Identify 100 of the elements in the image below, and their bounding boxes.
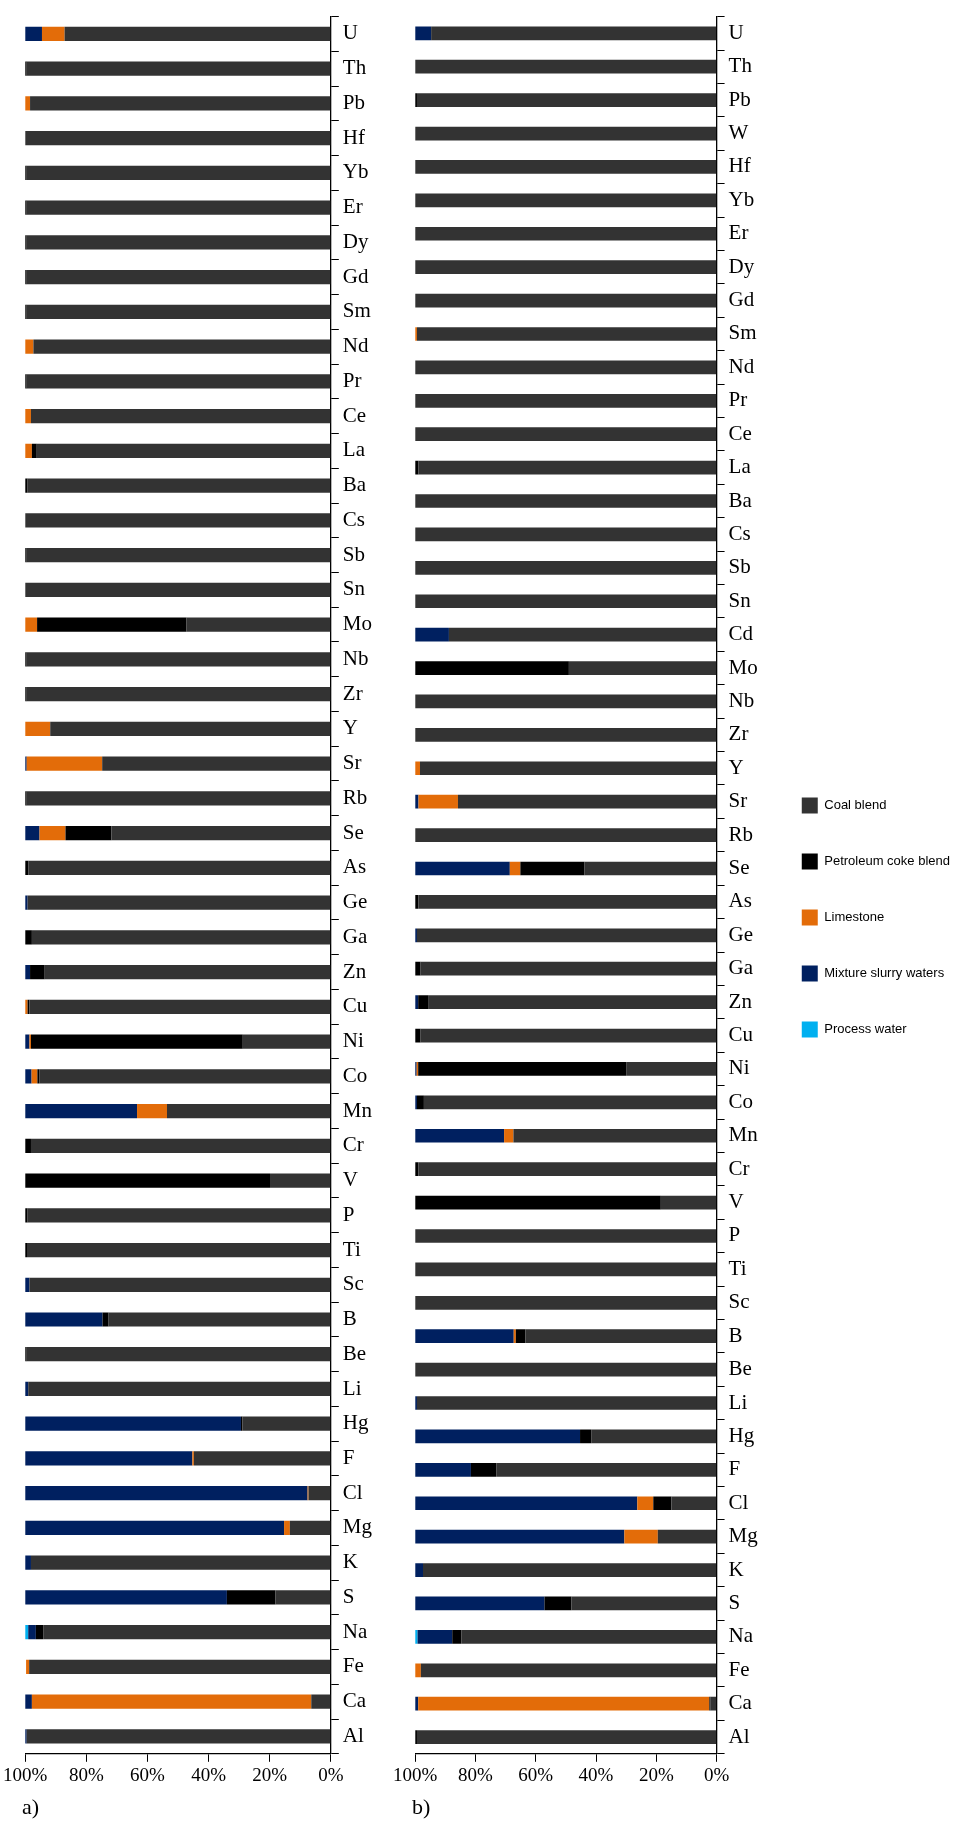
y-tick-label: Mo <box>342 611 373 636</box>
y-tick-label: Sn <box>728 587 752 612</box>
y-tick-label: Th <box>342 55 367 80</box>
y-tick-label: Dy <box>342 228 369 253</box>
y-tick-label: Ce <box>342 402 367 427</box>
y-tick-label: Al <box>342 1722 364 1747</box>
x-tick-label: 0% <box>318 1764 344 1786</box>
y-tick-label: K <box>342 1549 358 1574</box>
y-tick-label: Ga <box>342 923 368 948</box>
y-tick-label: Al <box>728 1723 750 1748</box>
y-tick-label: Cd <box>728 621 754 646</box>
y-tick-label: Nb <box>728 687 755 712</box>
y-tick-label: Fe <box>728 1656 750 1681</box>
y-tick-label: Hg <box>728 1422 755 1447</box>
y-tick-label: B <box>728 1322 743 1347</box>
y-tick-label: Mg <box>342 1514 373 1539</box>
x-tick-label: 0% <box>703 1764 730 1786</box>
y-tick-label: Cu <box>342 993 368 1018</box>
y-tick-label: Yb <box>728 186 755 211</box>
y-tick-label: Be <box>728 1356 752 1381</box>
y-tick-label: Se <box>342 819 364 844</box>
y-tick-label: Sr <box>342 750 362 775</box>
y-tick-label: Cs <box>728 520 751 545</box>
y-tick-label: Ge <box>728 921 754 946</box>
y-tick-label: Pb <box>728 86 751 111</box>
y-tick-label: Y <box>342 715 358 740</box>
y-tick-label: U <box>728 19 744 44</box>
y-tick-label: Mo <box>728 654 758 679</box>
y-tick-label: B <box>342 1306 357 1331</box>
x-tick-label: 100% <box>3 1764 48 1786</box>
y-tick-label: Co <box>728 1088 754 1113</box>
y-tick-label: Cl <box>728 1489 749 1514</box>
y-tick-label: Cr <box>728 1155 750 1180</box>
y-tick-label: Er <box>342 194 363 219</box>
y-tick-label: Zn <box>342 958 367 983</box>
x-tick-label: 80% <box>68 1764 104 1786</box>
y-tick-label: Be <box>342 1340 367 1365</box>
x-tick-label: 20% <box>638 1764 674 1786</box>
y-tick-label: Sm <box>342 298 371 323</box>
y-tick-label: V <box>728 1189 744 1214</box>
y-tick-label: Pb <box>342 89 366 114</box>
y-tick-label: Rb <box>728 821 754 846</box>
legend-label: Petroleum coke blend <box>824 853 951 869</box>
y-tick-label: Sr <box>728 788 748 813</box>
y-tick-label: Se <box>728 855 750 880</box>
x-tick-label: 60% <box>518 1764 554 1786</box>
y-tick-label: Mn <box>342 1097 373 1122</box>
y-tick-label: Ca <box>342 1688 367 1713</box>
y-tick-label: U <box>342 20 358 45</box>
y-tick-label: Li <box>342 1375 362 1400</box>
y-tick-label: Sm <box>728 320 757 345</box>
x-tick-label: 40% <box>578 1764 614 1786</box>
y-tick-label: Sc <box>728 1289 750 1314</box>
y-tick-label: Th <box>728 53 753 78</box>
y-tick-label: Na <box>728 1623 754 1648</box>
y-tick-label: As <box>342 854 367 879</box>
y-tick-label: La <box>342 437 366 462</box>
y-tick-label: Y <box>728 754 744 779</box>
y-tick-label: Rb <box>342 784 368 809</box>
y-tick-label: Na <box>342 1618 368 1643</box>
y-tick-label: Mn <box>728 1122 759 1147</box>
y-tick-label: Cs <box>342 506 366 531</box>
y-tick-label: Zn <box>728 988 753 1013</box>
y-tick-label: Cu <box>728 1022 754 1047</box>
legend-label: Limestone <box>824 909 885 925</box>
y-tick-label: Ge <box>342 889 368 914</box>
y-tick-label: V <box>342 1167 358 1192</box>
y-tick-label: Ba <box>342 472 367 497</box>
y-tick-label: Nb <box>342 645 369 670</box>
text: b) <box>412 1793 431 1819</box>
y-tick-label: Sb <box>728 554 751 579</box>
y-tick-label: Dy <box>728 253 755 278</box>
y-tick-label: F <box>342 1444 355 1469</box>
y-tick-label: Hf <box>728 153 751 178</box>
y-tick-label: Ti <box>728 1255 747 1280</box>
y-tick-label: P <box>728 1222 741 1247</box>
y-tick-label: Ni <box>342 1028 364 1053</box>
x-tick-label: 80% <box>458 1764 494 1786</box>
y-tick-label: Mg <box>728 1523 759 1548</box>
y-tick-label: Yb <box>342 159 369 184</box>
legend-label: Coal blend <box>824 797 887 813</box>
y-tick-label: K <box>728 1556 744 1581</box>
y-tick-label: Pr <box>728 387 748 412</box>
text: a) <box>22 1793 40 1819</box>
y-tick-label: Ca <box>728 1690 753 1715</box>
y-tick-label: Ti <box>342 1236 361 1261</box>
y-tick-label: S <box>728 1589 741 1614</box>
y-tick-label: Sn <box>342 576 366 601</box>
y-tick-label: Sb <box>342 541 366 566</box>
y-tick-label: Ni <box>728 1055 750 1080</box>
x-tick-label: 40% <box>191 1764 227 1786</box>
y-tick-label: Pr <box>342 367 362 392</box>
x-tick-label: 100% <box>393 1764 438 1786</box>
y-tick-label: Fe <box>342 1653 364 1678</box>
y-tick-label: Co <box>342 1062 368 1087</box>
y-tick-label: Ce <box>728 420 752 445</box>
y-tick-label: Nd <box>728 353 755 378</box>
y-tick-label: Er <box>728 220 749 245</box>
legend-label: Process water <box>824 1021 908 1037</box>
y-tick-label: Cr <box>342 1132 364 1157</box>
